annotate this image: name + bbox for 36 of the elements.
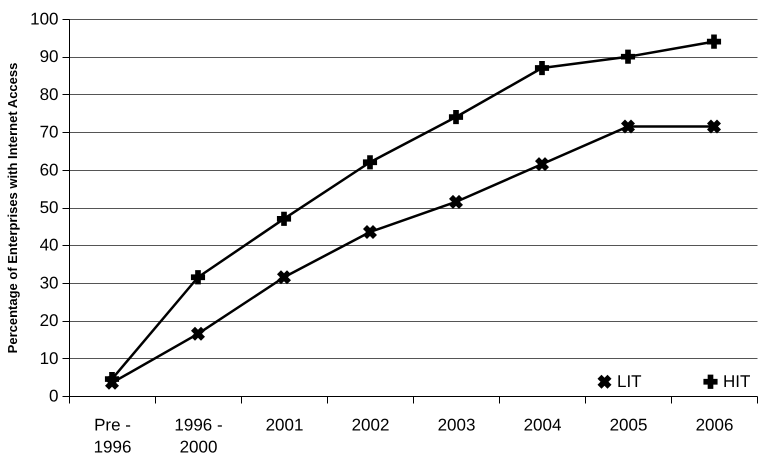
y-tick-label: 0 (49, 386, 58, 406)
y-tick-label: 90 (40, 47, 58, 66)
y-tick-label: 10 (40, 348, 58, 368)
y-tick-label: 40 (40, 236, 58, 255)
point (362, 155, 378, 170)
x-tick-label: 2003 (438, 416, 476, 434)
point (191, 326, 205, 341)
x-tick-label: 2004 (524, 416, 562, 434)
x-tick-label: 2006 (696, 416, 734, 434)
y-tick-label: 70 (40, 122, 58, 142)
y-tick-label: 20 (40, 311, 58, 330)
y-tick-label: 50 (40, 198, 58, 217)
x-tick-label: 1996 - 2000 (174, 416, 223, 456)
point (706, 34, 722, 49)
point (363, 225, 377, 240)
point (535, 157, 549, 172)
y-tick-label: 100 (30, 10, 58, 28)
point (621, 119, 635, 134)
y-tick-label: 60 (40, 160, 58, 180)
legend-label: HIT (723, 372, 750, 391)
y-tick-label: 80 (40, 84, 58, 104)
point (277, 270, 291, 284)
x-tick-label: 2005 (610, 416, 648, 434)
point (276, 212, 292, 226)
x-tick-label: 2002 (352, 416, 390, 434)
legend-label: LIT (617, 372, 642, 391)
x-tick-label: Pre - 1996 (94, 416, 132, 456)
x-tick-label: 2001 (266, 416, 304, 434)
point (707, 119, 721, 134)
point (620, 50, 636, 64)
point (448, 110, 464, 124)
point (534, 60, 550, 76)
y-axis-title: Percentage of Enterprises with Internet Access (5, 62, 20, 354)
y-tick-label: 30 (40, 273, 58, 292)
point (190, 270, 206, 284)
point (449, 194, 463, 209)
